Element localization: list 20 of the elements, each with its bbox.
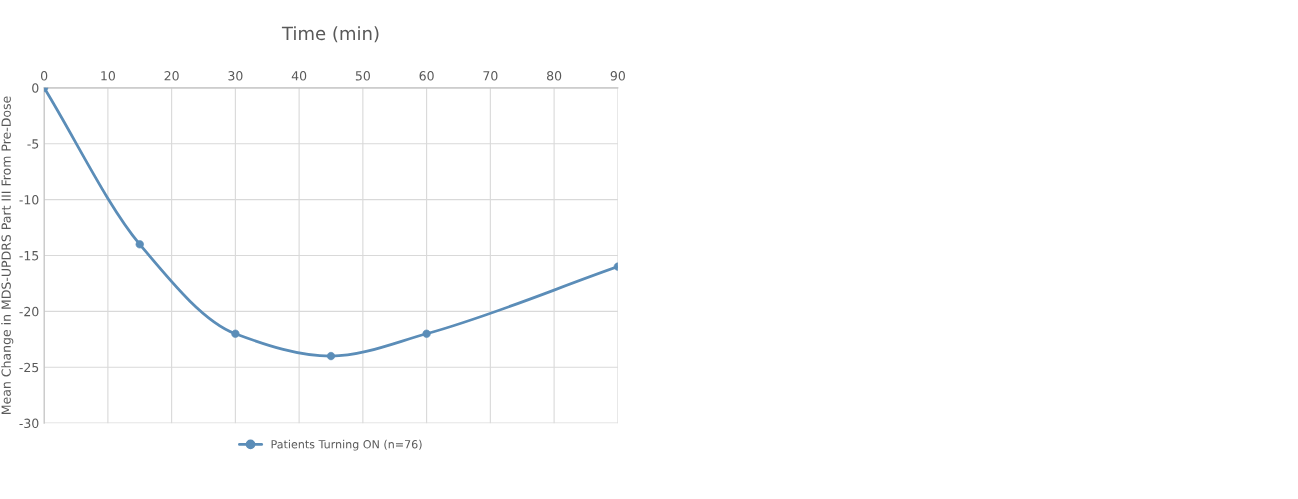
x-tick-label: 80 — [547, 71, 562, 81]
x-tick-label: 30 — [228, 71, 243, 81]
y-axis-title: Mean Change in MDS-UPDRS Part III From Pre-Dose — [1, 96, 14, 414]
y-tick-label: -20 — [19, 306, 39, 317]
x-tick-label: 60 — [419, 71, 434, 81]
y-tick-label: -5 — [27, 139, 39, 149]
legend-label: Patients Turning ON (n=76) — [271, 439, 422, 451]
x-tick-label: 0 — [40, 71, 48, 81]
y-tick-label: 0 — [32, 83, 39, 93]
y-tick-label: -25 — [19, 362, 39, 373]
x-tick-label: 40 — [291, 71, 307, 81]
x-axis-title: Time (min) — [281, 26, 379, 43]
x-tick-label: 90 — [610, 71, 625, 81]
x-tick-label: 20 — [164, 71, 179, 81]
x-tick-label: 50 — [355, 71, 370, 81]
y-tick-label: -15 — [19, 251, 39, 261]
x-tick-label: 70 — [483, 71, 498, 81]
y-tick-label: -30 — [19, 418, 39, 429]
y-tick-label: -10 — [19, 195, 39, 205]
x-tick-label: 10 — [101, 71, 115, 81]
